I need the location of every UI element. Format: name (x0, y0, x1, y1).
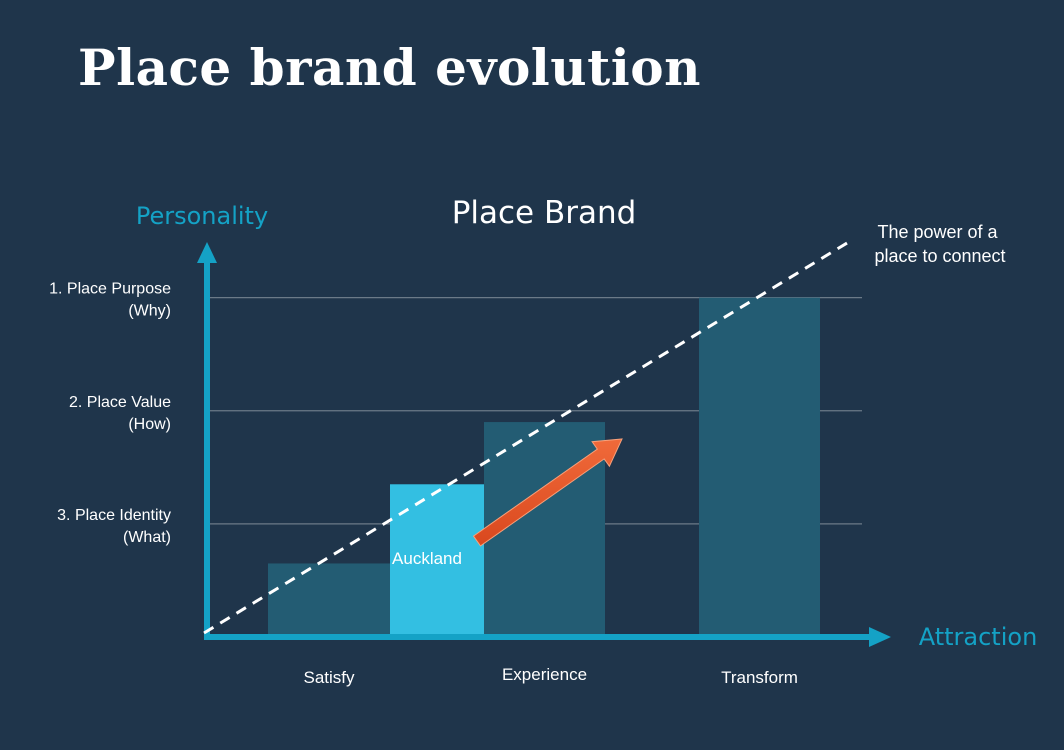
y-tick-label-line1: 3. Place Identity (57, 507, 171, 524)
trend-line-label: The power of a place to connect (874, 222, 1005, 266)
slide-title: Place brand evolution (78, 38, 701, 97)
bar-data-label: Auckland (392, 549, 462, 568)
trend-line (203, 238, 853, 635)
y-axis-label: Personality (136, 202, 268, 230)
y-tick-label-line1: 2. Place Value (69, 394, 171, 411)
y-tick-label-line2: (What) (123, 529, 171, 546)
bar-satisfy (268, 563, 390, 637)
x-tick-label: Experience (502, 665, 587, 684)
x-axis-label: Attraction (919, 623, 1038, 651)
x-axis-arrowhead (869, 627, 891, 647)
y-tick-label: 3. Place Identity (What) (57, 507, 171, 546)
x-tick-label: Transform (721, 668, 798, 687)
y-tick-label-line2: (Why) (128, 303, 171, 320)
y-tick-label-line2: (How) (128, 416, 171, 433)
trend-line-label-line1: The power of a (877, 222, 998, 242)
x-tick-label: Satisfy (303, 668, 355, 687)
trend-line-label-line2: place to connect (874, 246, 1005, 266)
bar-transform (699, 297, 820, 637)
chart-title: Place Brand (452, 195, 637, 231)
growth-arrow (472, 438, 623, 547)
y-tick-label-line1: 1. Place Purpose (49, 281, 171, 298)
y-tick-label: 2. Place Value (How) (69, 394, 171, 433)
y-tick-label: 1. Place Purpose (Why) (49, 281, 171, 320)
y-axis-arrowhead (197, 242, 217, 263)
